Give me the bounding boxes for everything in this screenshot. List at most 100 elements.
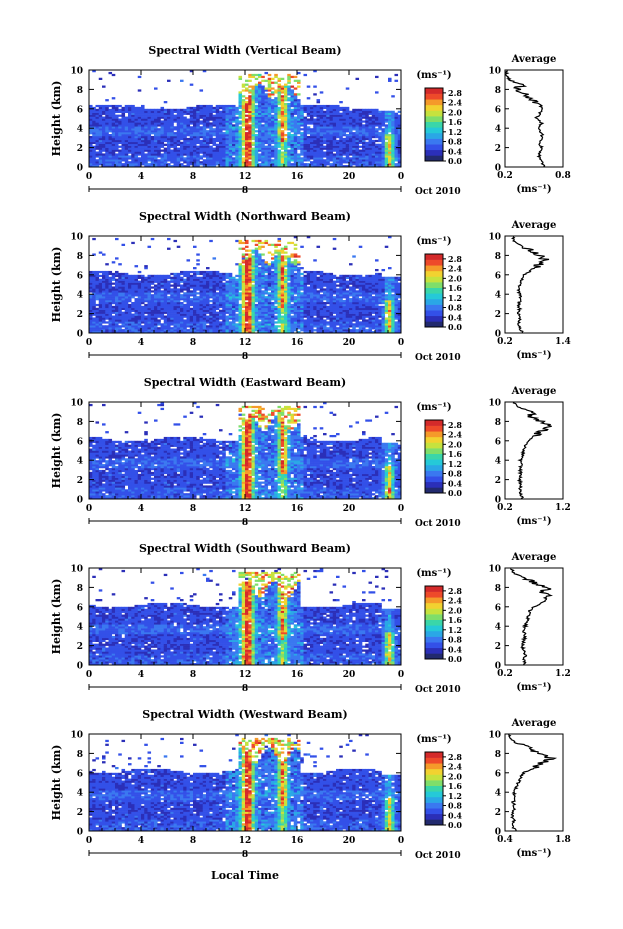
heatmap-cell <box>264 159 269 162</box>
heatmap-cell <box>319 153 324 156</box>
heatmap-cell <box>173 317 178 320</box>
heatmap-cell <box>121 243 126 246</box>
heatmap-cell <box>167 315 171 318</box>
heatmap-cell <box>141 321 145 324</box>
heatmap-cell <box>241 261 246 264</box>
heatmap-cell <box>199 309 204 312</box>
heatmap-cell <box>225 149 230 152</box>
heatmap-cell <box>235 317 239 320</box>
heatmap-cell <box>98 296 103 299</box>
heatmap-cell <box>248 137 252 141</box>
heatmap-cell <box>108 286 113 289</box>
heatmap-cell <box>381 110 386 113</box>
heatmap-cell <box>241 272 246 276</box>
heatmap-cell <box>261 120 265 123</box>
heatmap-cell <box>150 132 155 135</box>
heatmap-cell <box>319 120 324 123</box>
heatmap-cell <box>297 114 301 117</box>
heatmap-cell <box>193 134 197 137</box>
heatmap-cell <box>92 163 96 166</box>
heatmap-cell <box>384 118 389 121</box>
heatmap-cell <box>371 143 376 146</box>
heatmap-cell <box>196 153 200 156</box>
heatmap-cell <box>241 292 246 295</box>
heatmap-cell <box>170 327 174 330</box>
heatmap-cell <box>196 286 200 289</box>
heatmap-cell <box>163 114 168 117</box>
heatmap-cell <box>267 165 272 168</box>
heatmap-cell <box>225 120 230 123</box>
heatmap-cell <box>128 112 132 115</box>
heatmap-cell <box>258 141 262 145</box>
heatmap-cell <box>137 329 142 332</box>
heatmap-cell <box>222 132 226 135</box>
heatmap-cell <box>365 116 369 119</box>
heatmap-cell <box>219 116 223 119</box>
heatmap-cell <box>215 294 220 297</box>
heatmap-cell <box>89 155 93 158</box>
heatmap-cell <box>290 135 295 139</box>
heatmap-cell <box>183 137 187 141</box>
heatmap-cell <box>245 292 249 295</box>
heatmap-cell <box>111 112 116 115</box>
heatmap-cell <box>388 116 392 119</box>
heatmap-cell <box>173 301 178 305</box>
heatmap-cell <box>215 278 220 281</box>
heatmap-cell <box>388 122 392 125</box>
colorbar-segment <box>425 104 443 111</box>
heatmap-cell <box>157 116 161 119</box>
heatmap-cell <box>297 110 301 113</box>
heatmap-cell <box>150 276 155 279</box>
heatmap-cell <box>378 153 382 156</box>
heatmap-cell <box>397 137 402 141</box>
heatmap-cell <box>209 114 213 117</box>
heatmap-cell <box>141 153 145 156</box>
heatmap-cell <box>92 153 96 156</box>
heatmap-cell <box>176 280 181 283</box>
heatmap-cell <box>245 161 249 164</box>
heatmap-cell <box>284 157 288 160</box>
heatmap-cell <box>271 101 275 104</box>
heatmap-cell <box>238 126 243 129</box>
heatmap-cell <box>131 126 135 129</box>
heatmap-cell <box>196 110 200 113</box>
heatmap-cell <box>241 321 246 324</box>
heatmap-cell <box>241 288 246 291</box>
heatmap-cell <box>258 126 262 129</box>
heatmap-cell <box>365 147 369 150</box>
heatmap-cell <box>290 155 295 158</box>
heatmap-cell <box>180 110 184 113</box>
heatmap-cell <box>371 108 376 112</box>
heatmap-cell <box>238 147 243 150</box>
heatmap-cell <box>131 149 135 152</box>
heatmap-cell <box>313 159 317 162</box>
heatmap-cell <box>388 157 392 160</box>
heatmap-cell <box>319 137 324 141</box>
heatmap-cell <box>215 327 220 330</box>
heatmap-cell <box>186 303 191 307</box>
heatmap-cell <box>251 296 256 299</box>
heatmap-cell <box>215 311 220 314</box>
heatmap-cell <box>358 134 363 137</box>
heatmap-cell <box>261 298 265 301</box>
heatmap-cell <box>167 329 171 332</box>
heatmap-cell <box>241 267 246 270</box>
heatmap-cell <box>258 267 262 270</box>
heatmap-cell <box>209 165 213 168</box>
heatmap-cell <box>202 116 207 119</box>
heatmap-cell <box>124 292 129 295</box>
heatmap-cell <box>111 132 116 135</box>
heatmap-cell <box>352 161 356 164</box>
heatmap-cell <box>95 294 100 297</box>
heatmap-cell <box>345 149 350 152</box>
heatmap-cell <box>241 165 246 168</box>
heatmap-cell <box>251 99 256 102</box>
heatmap-cell <box>352 149 356 152</box>
heatmap-cell <box>228 128 233 131</box>
heatmap-cell <box>206 114 210 117</box>
heatmap-cell <box>154 298 158 301</box>
heatmap-cell <box>183 130 187 133</box>
heatmap-cell <box>118 278 122 281</box>
heatmap-cell <box>150 126 155 129</box>
heatmap-cell <box>267 263 272 266</box>
